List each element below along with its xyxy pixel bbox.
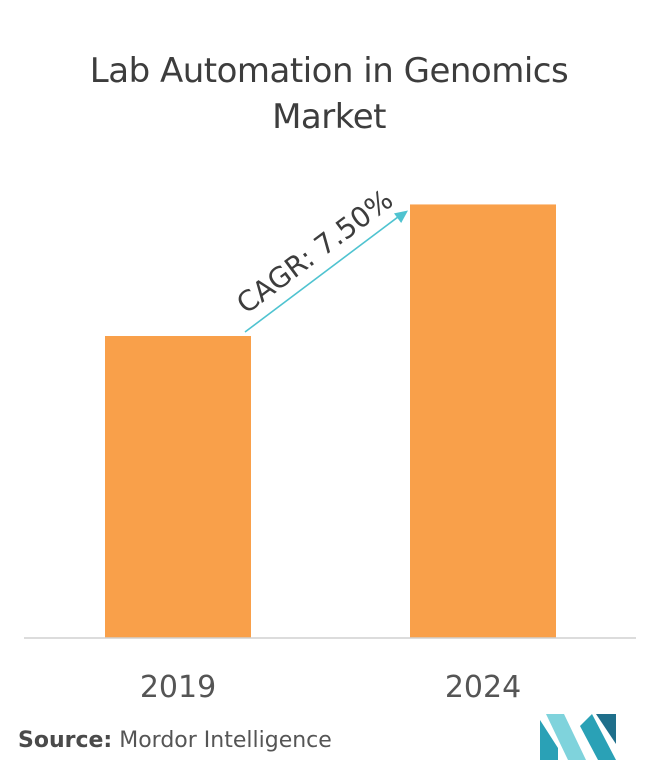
chart-title-line2: Market: [272, 97, 386, 137]
x-tick-label-2019: 2019: [140, 670, 216, 705]
source-label: Source:: [18, 728, 113, 753]
cagr-arrow-line: [244, 214, 401, 333]
source-note: Source: Mordor Intelligence: [18, 728, 332, 753]
x-tick-label-2024: 2024: [445, 670, 521, 705]
bar-2019: [105, 336, 251, 638]
bar-2024: [410, 204, 556, 639]
mordor-intelligence-logo: [540, 714, 616, 760]
bar-chart: 2019 2024 CAGR: 7.50%: [24, 183, 636, 705]
source-text: Mordor Intelligence: [119, 728, 332, 753]
cagr-label: CAGR: 7.50%: [230, 183, 399, 321]
cagr-arrow-head: [393, 210, 408, 224]
chart-title: Lab Automation in Genomics Market: [0, 48, 658, 140]
chart-title-line1: Lab Automation in Genomics: [89, 51, 569, 91]
